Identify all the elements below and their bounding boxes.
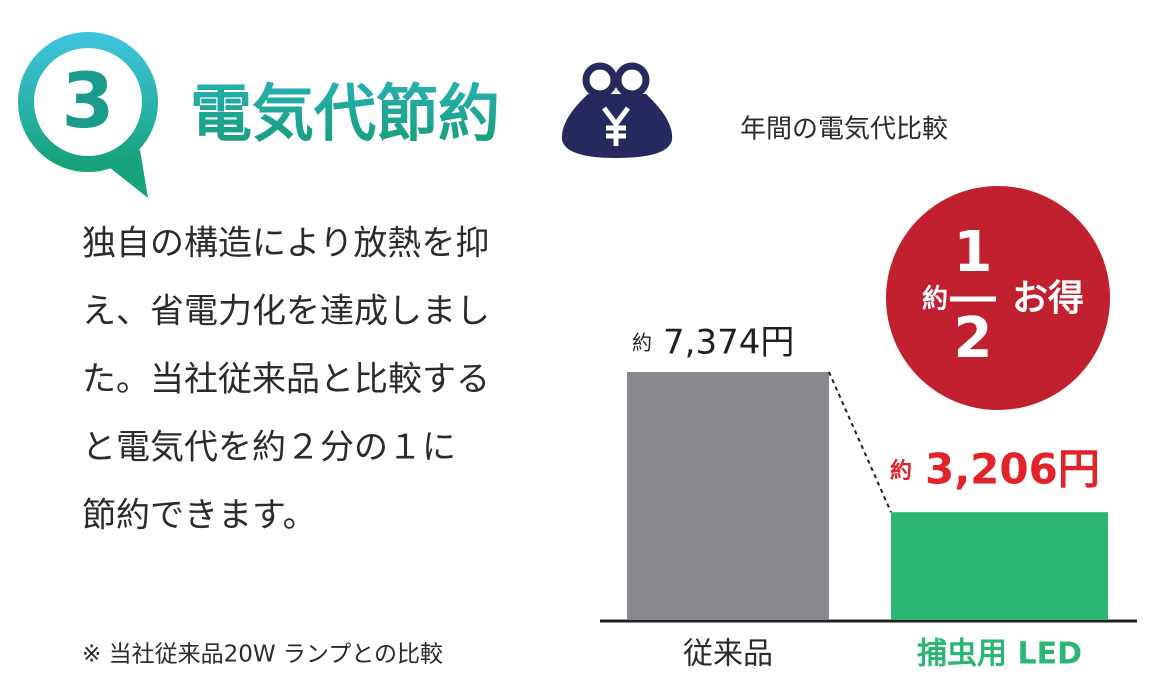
comparison-line	[828, 371, 892, 513]
body-line: 節約できます。	[82, 496, 317, 536]
value-label: 3,206円	[925, 445, 1100, 494]
badge-numerator: 1	[954, 220, 993, 285]
bar	[627, 372, 829, 620]
chart-title: 年間の電気代比較	[740, 115, 948, 145]
section-number: 3	[62, 56, 115, 145]
body-line: と電気代を約２分の１に	[82, 428, 456, 468]
badge-denominator: 2	[954, 306, 993, 371]
body-line: え、省電力化を達成しまし	[82, 292, 490, 332]
badge-suffix: お得	[1012, 278, 1084, 319]
value-label: 7,374円	[663, 323, 794, 363]
note: ※ 当社従来品20W ランプとの比較	[82, 642, 443, 668]
badge-prefix: 約	[922, 284, 948, 315]
body-line: 独自の構造により放熱を抑	[82, 224, 489, 264]
number-badge: 3	[18, 32, 158, 198]
bar	[891, 512, 1108, 620]
value-prefix: 約	[890, 458, 912, 484]
body-text: 独自の構造により放熱を抑え、省電力化を達成しました。当社従来品と比較すると電気代…	[82, 224, 490, 536]
saving-badge: 約 1 2 お得	[886, 186, 1110, 410]
x-tick-label: 従来品	[683, 637, 773, 672]
section-title: 電気代節約	[190, 77, 500, 150]
body-line: た。当社従来品と比較する	[82, 360, 490, 400]
x-tick-label: 捕虫用 LED	[917, 637, 1082, 672]
purse-icon	[561, 62, 673, 158]
value-prefix: 約	[632, 331, 652, 355]
